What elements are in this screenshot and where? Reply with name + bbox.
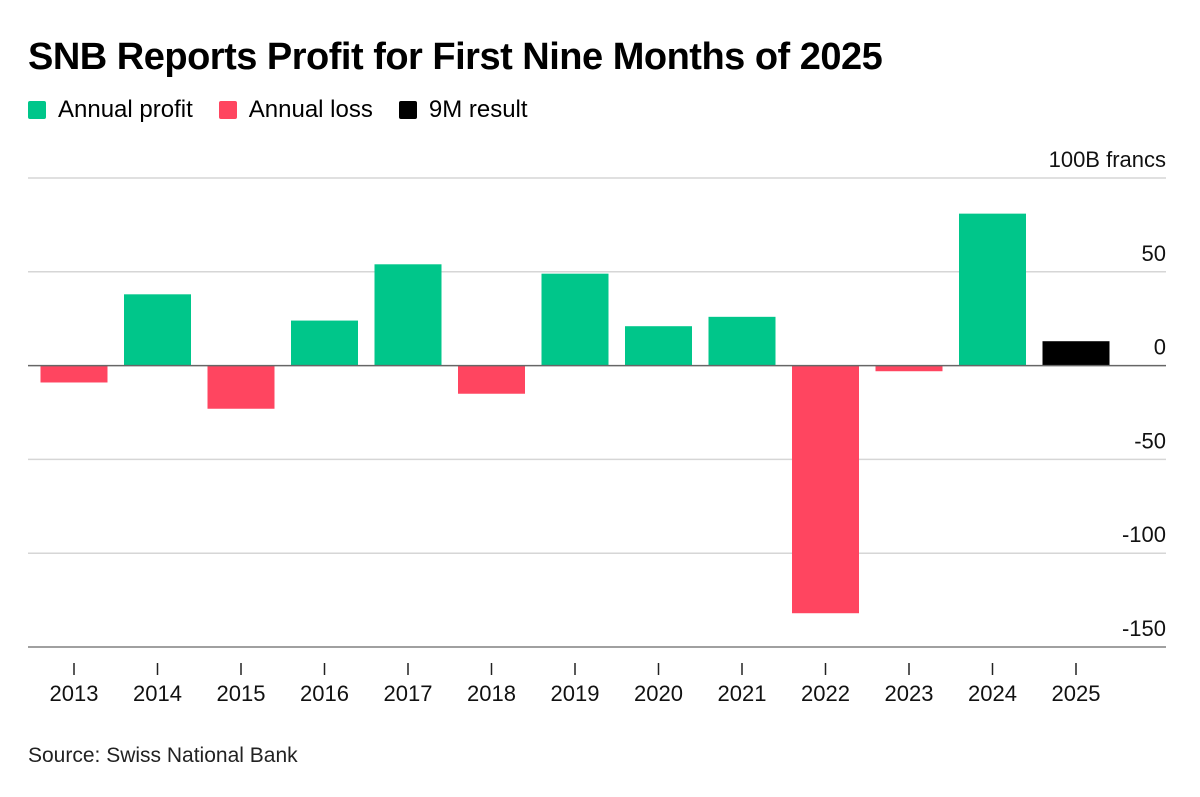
bar-2019 (541, 273, 609, 366)
legend: Annual profit Annual loss 9M result (28, 96, 554, 124)
x-axis: 2013 2014 2015 2016 2017 2018 2019 2020 2021 2022… (28, 646, 1166, 706)
y-tick-label: -150 (1122, 616, 1166, 641)
x-tick-label: 2016 (300, 681, 349, 706)
bar-2015 (207, 365, 275, 409)
x-tick-label: 2017 (384, 681, 433, 706)
bar-2025 (1042, 341, 1110, 366)
x-tick-label: 2015 (217, 681, 266, 706)
x-tick-label: 2022 (801, 681, 850, 706)
bar-2024 (959, 213, 1026, 366)
source-note: Source: Swiss National Bank (28, 744, 298, 767)
bar-2018 (458, 365, 525, 394)
x-tick-label: 2014 (133, 681, 182, 706)
y-tick-label: 0 (1154, 335, 1166, 360)
bars (28, 213, 1166, 614)
y-axis-labels: 100B francs 50 0 -50 -100 -150 (1049, 147, 1166, 641)
legend-item-loss: Annual loss (218, 96, 373, 124)
x-tick-label: 2019 (551, 681, 600, 706)
bar-2013 (40, 365, 108, 383)
legend-swatch-loss (218, 101, 237, 119)
legend-label-profit: Annual profit (58, 96, 193, 123)
chart-title: SNB Reports Profit for First Nine Months… (28, 36, 883, 78)
x-tick-label: 2023 (885, 681, 934, 706)
x-tick-label: 2013 (50, 681, 99, 706)
legend-item-9m: 9M result (398, 96, 528, 124)
bar-2020 (625, 326, 692, 366)
legend-label-9m: 9M result (428, 96, 528, 123)
y-tick-label: -50 (1134, 428, 1166, 453)
legend-item-profit: Annual profit (28, 96, 193, 124)
x-tick-label: 2024 (968, 681, 1017, 706)
legend-swatch-profit (28, 101, 46, 119)
legend-label-loss: Annual loss (248, 96, 373, 123)
x-tick-label: 2018 (467, 681, 516, 706)
y-tick-label: -100 (1122, 522, 1166, 547)
bar-2014 (124, 294, 191, 366)
x-tick-label: 2021 (718, 681, 767, 706)
bar-2023 (875, 365, 943, 372)
bar-2016 (291, 320, 358, 366)
y-tick-label: 100B francs (1049, 147, 1166, 172)
bar-2021 (708, 316, 776, 366)
y-tick-label: 50 (1142, 241, 1166, 266)
bar-2017 (374, 264, 442, 366)
legend-swatch-9m (398, 101, 417, 119)
bar-2022 (792, 365, 859, 614)
x-tick-label: 2020 (634, 681, 683, 706)
x-tick-label: 2025 (1052, 681, 1101, 706)
